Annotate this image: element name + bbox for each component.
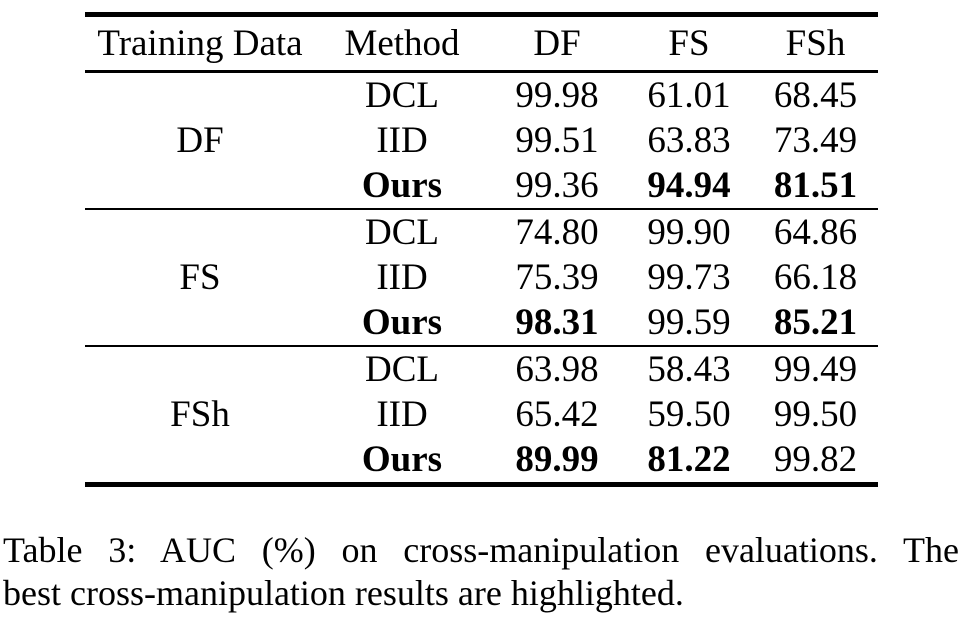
value-cell: 63.98 (515, 349, 599, 390)
method-cell: DCL (365, 212, 439, 253)
value-cell: 58.43 (647, 349, 731, 390)
value-cell: 61.01 (647, 75, 731, 116)
method-cell: Ours (361, 165, 443, 206)
value-cell: 98.31 (515, 302, 599, 343)
header-cell-training-data: Training Data (97, 23, 303, 64)
value-cell: 99.59 (647, 302, 731, 343)
value-cell: 64.86 (773, 212, 858, 253)
value-cell: 99.82 (773, 439, 858, 480)
value-cell: 85.21 (773, 302, 858, 343)
table-header-row: Training Data Method DF FS FSh (85, 17, 878, 70)
table-rule-group-1 (85, 208, 878, 210)
method-cell: DCL (365, 349, 439, 390)
value-cell: 75.39 (515, 257, 599, 298)
value-cell: 99.51 (515, 120, 599, 161)
caption-line-2: best cross-manipulation results are high… (3, 573, 684, 613)
table-caption: Table 3: AUC (%) on cross-manipulation e… (3, 529, 959, 615)
value-cell: 73.49 (773, 120, 858, 161)
table-rule-top (85, 12, 878, 17)
method-cell: IID (376, 257, 428, 298)
header-cell-fs: FS (668, 23, 710, 64)
method-cell: IID (376, 394, 428, 435)
value-cell: 81.22 (647, 439, 731, 480)
method-cell: IID (376, 120, 428, 161)
method-cell: Ours (361, 439, 443, 480)
value-cell: 63.83 (647, 120, 731, 161)
value-cell: 74.80 (515, 212, 599, 253)
caption-line-1: Table 3: AUC (%) on cross-manipulation e… (3, 530, 959, 570)
header-cell-fsh: FSh (785, 23, 846, 64)
training-data-label: FSh (170, 394, 230, 435)
value-cell: 99.98 (515, 75, 599, 116)
training-data-label: FS (179, 257, 221, 298)
method-cell: DCL (365, 75, 439, 116)
header-cell-df: DF (533, 23, 581, 64)
value-cell: 81.51 (773, 165, 858, 206)
value-cell: 94.94 (647, 165, 731, 206)
table-group-fs: FS DCL 74.80 99.90 64.86 IID 75.39 99.73… (85, 210, 878, 345)
value-cell: 99.36 (515, 165, 599, 206)
table-rule-group-2 (85, 345, 878, 347)
header-cell-method: Method (344, 23, 460, 64)
value-cell: 65.42 (515, 394, 599, 435)
results-table: Training Data Method DF FS FSh DF DCL 99… (85, 12, 878, 487)
value-cell: 99.50 (773, 394, 858, 435)
table-group-fsh: FSh DCL 63.98 58.43 99.49 IID 65.42 59.5… (85, 347, 878, 482)
value-cell: 99.73 (647, 257, 731, 298)
table-group-df: DF DCL 99.98 61.01 68.45 IID 99.51 63.83… (85, 73, 878, 208)
value-cell: 68.45 (773, 75, 858, 116)
training-data-label: DF (176, 120, 224, 161)
value-cell: 89.99 (515, 439, 599, 480)
table-rule-bottom (85, 482, 878, 487)
value-cell: 99.90 (647, 212, 731, 253)
table-rule-header (85, 70, 878, 73)
value-cell: 59.50 (647, 394, 731, 435)
value-cell: 66.18 (773, 257, 858, 298)
method-cell: Ours (361, 302, 443, 343)
value-cell: 99.49 (773, 349, 858, 390)
